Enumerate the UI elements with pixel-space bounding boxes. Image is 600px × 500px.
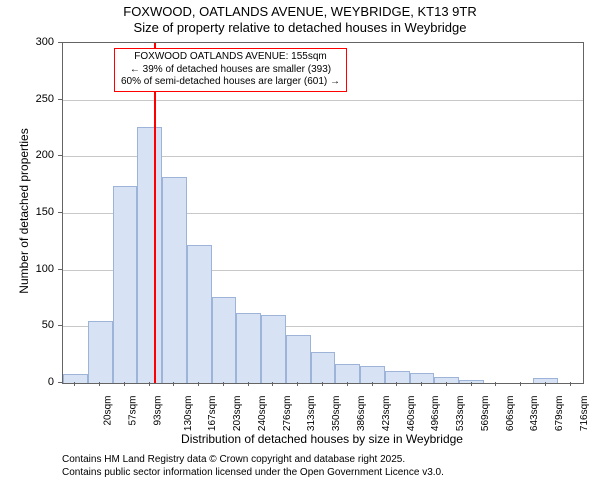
ytick-label: 200 xyxy=(0,149,54,161)
ytick-label: 0 xyxy=(0,376,54,388)
x-axis-title: Distribution of detached houses by size … xyxy=(62,432,582,446)
histogram-bar xyxy=(236,313,261,383)
ytick-mark xyxy=(58,382,62,383)
xtick-mark xyxy=(124,382,125,386)
histogram-bar xyxy=(187,245,212,383)
xtick-label: 569sqm xyxy=(480,396,491,432)
histogram-bar xyxy=(63,374,88,383)
ytick-mark xyxy=(58,325,62,326)
chart-container: FOXWOOD, OATLANDS AVENUE, WEYBRIDGE, KT1… xyxy=(0,0,600,500)
plot-area xyxy=(62,42,584,384)
histogram-bar xyxy=(360,366,385,383)
xtick-label: 276sqm xyxy=(282,396,293,432)
ytick-label: 100 xyxy=(0,263,54,275)
xtick-mark xyxy=(223,382,224,386)
xtick-mark xyxy=(446,382,447,386)
xtick-label: 460sqm xyxy=(406,396,417,432)
xtick-mark xyxy=(198,382,199,386)
xtick-mark xyxy=(347,382,348,386)
title-block: FOXWOOD, OATLANDS AVENUE, WEYBRIDGE, KT1… xyxy=(0,4,600,35)
histogram-bar xyxy=(533,378,558,383)
xtick-label: 57sqm xyxy=(128,396,139,426)
histogram-bar xyxy=(434,377,459,383)
xtick-label: 20sqm xyxy=(103,396,114,426)
xtick-label: 533sqm xyxy=(455,396,466,432)
histogram-bar xyxy=(459,380,484,383)
footer-line-2: Contains public sector information licen… xyxy=(62,467,444,480)
histogram-bar xyxy=(311,352,336,383)
annotation-line: FOXWOOD OATLANDS AVENUE: 155sqm xyxy=(121,51,340,64)
xtick-label: 167sqm xyxy=(208,396,219,432)
ytick-mark xyxy=(58,42,62,43)
histogram-bar xyxy=(113,186,138,383)
ytick-label: 50 xyxy=(0,319,54,331)
xtick-label: 313sqm xyxy=(307,396,318,432)
xtick-mark xyxy=(520,382,521,386)
xtick-label: 350sqm xyxy=(331,396,342,432)
reference-line xyxy=(154,43,156,383)
annotation-line: ← 39% of detached houses are smaller (39… xyxy=(121,64,340,77)
footer-text: Contains HM Land Registry data © Crown c… xyxy=(62,454,444,479)
xtick-mark xyxy=(471,382,472,386)
xtick-mark xyxy=(322,382,323,386)
xtick-mark xyxy=(149,382,150,386)
histogram-bar xyxy=(212,297,237,383)
xtick-mark xyxy=(372,382,373,386)
ytick-mark xyxy=(58,269,62,270)
title-sub: Size of property relative to detached ho… xyxy=(0,20,600,36)
xtick-label: 203sqm xyxy=(232,396,243,432)
xtick-mark xyxy=(74,382,75,386)
xtick-label: 679sqm xyxy=(554,396,565,432)
ytick-mark xyxy=(58,212,62,213)
xtick-mark xyxy=(396,382,397,386)
histogram-bar xyxy=(286,335,311,383)
xtick-mark xyxy=(570,382,571,386)
ytick-mark xyxy=(58,99,62,100)
xtick-label: 606sqm xyxy=(505,396,516,432)
xtick-mark xyxy=(99,382,100,386)
xtick-label: 130sqm xyxy=(183,396,194,432)
xtick-label: 496sqm xyxy=(430,396,441,432)
histogram-bar xyxy=(261,315,286,383)
xtick-mark xyxy=(173,382,174,386)
histogram-bar xyxy=(88,321,113,383)
xtick-label: 386sqm xyxy=(356,396,367,432)
xtick-label: 93sqm xyxy=(152,396,163,426)
xtick-mark xyxy=(495,382,496,386)
histogram-bar xyxy=(137,127,162,383)
annotation-box: FOXWOOD OATLANDS AVENUE: 155sqm← 39% of … xyxy=(114,48,347,92)
histogram-bar xyxy=(335,364,360,383)
ytick-mark xyxy=(58,155,62,156)
xtick-mark xyxy=(421,382,422,386)
ytick-label: 150 xyxy=(0,206,54,218)
xtick-mark xyxy=(248,382,249,386)
xtick-mark xyxy=(545,382,546,386)
xtick-label: 716sqm xyxy=(579,396,590,432)
gridline xyxy=(63,100,583,101)
xtick-label: 240sqm xyxy=(257,396,268,432)
xtick-label: 423sqm xyxy=(381,396,392,432)
annotation-line: 60% of semi-detached houses are larger (… xyxy=(121,76,340,89)
footer-line-1: Contains HM Land Registry data © Crown c… xyxy=(62,454,444,467)
xtick-mark xyxy=(272,382,273,386)
ytick-label: 300 xyxy=(0,36,54,48)
title-main: FOXWOOD, OATLANDS AVENUE, WEYBRIDGE, KT1… xyxy=(0,4,600,20)
ytick-label: 250 xyxy=(0,93,54,105)
xtick-mark xyxy=(297,382,298,386)
xtick-label: 643sqm xyxy=(529,396,540,432)
histogram-bar xyxy=(162,177,187,383)
